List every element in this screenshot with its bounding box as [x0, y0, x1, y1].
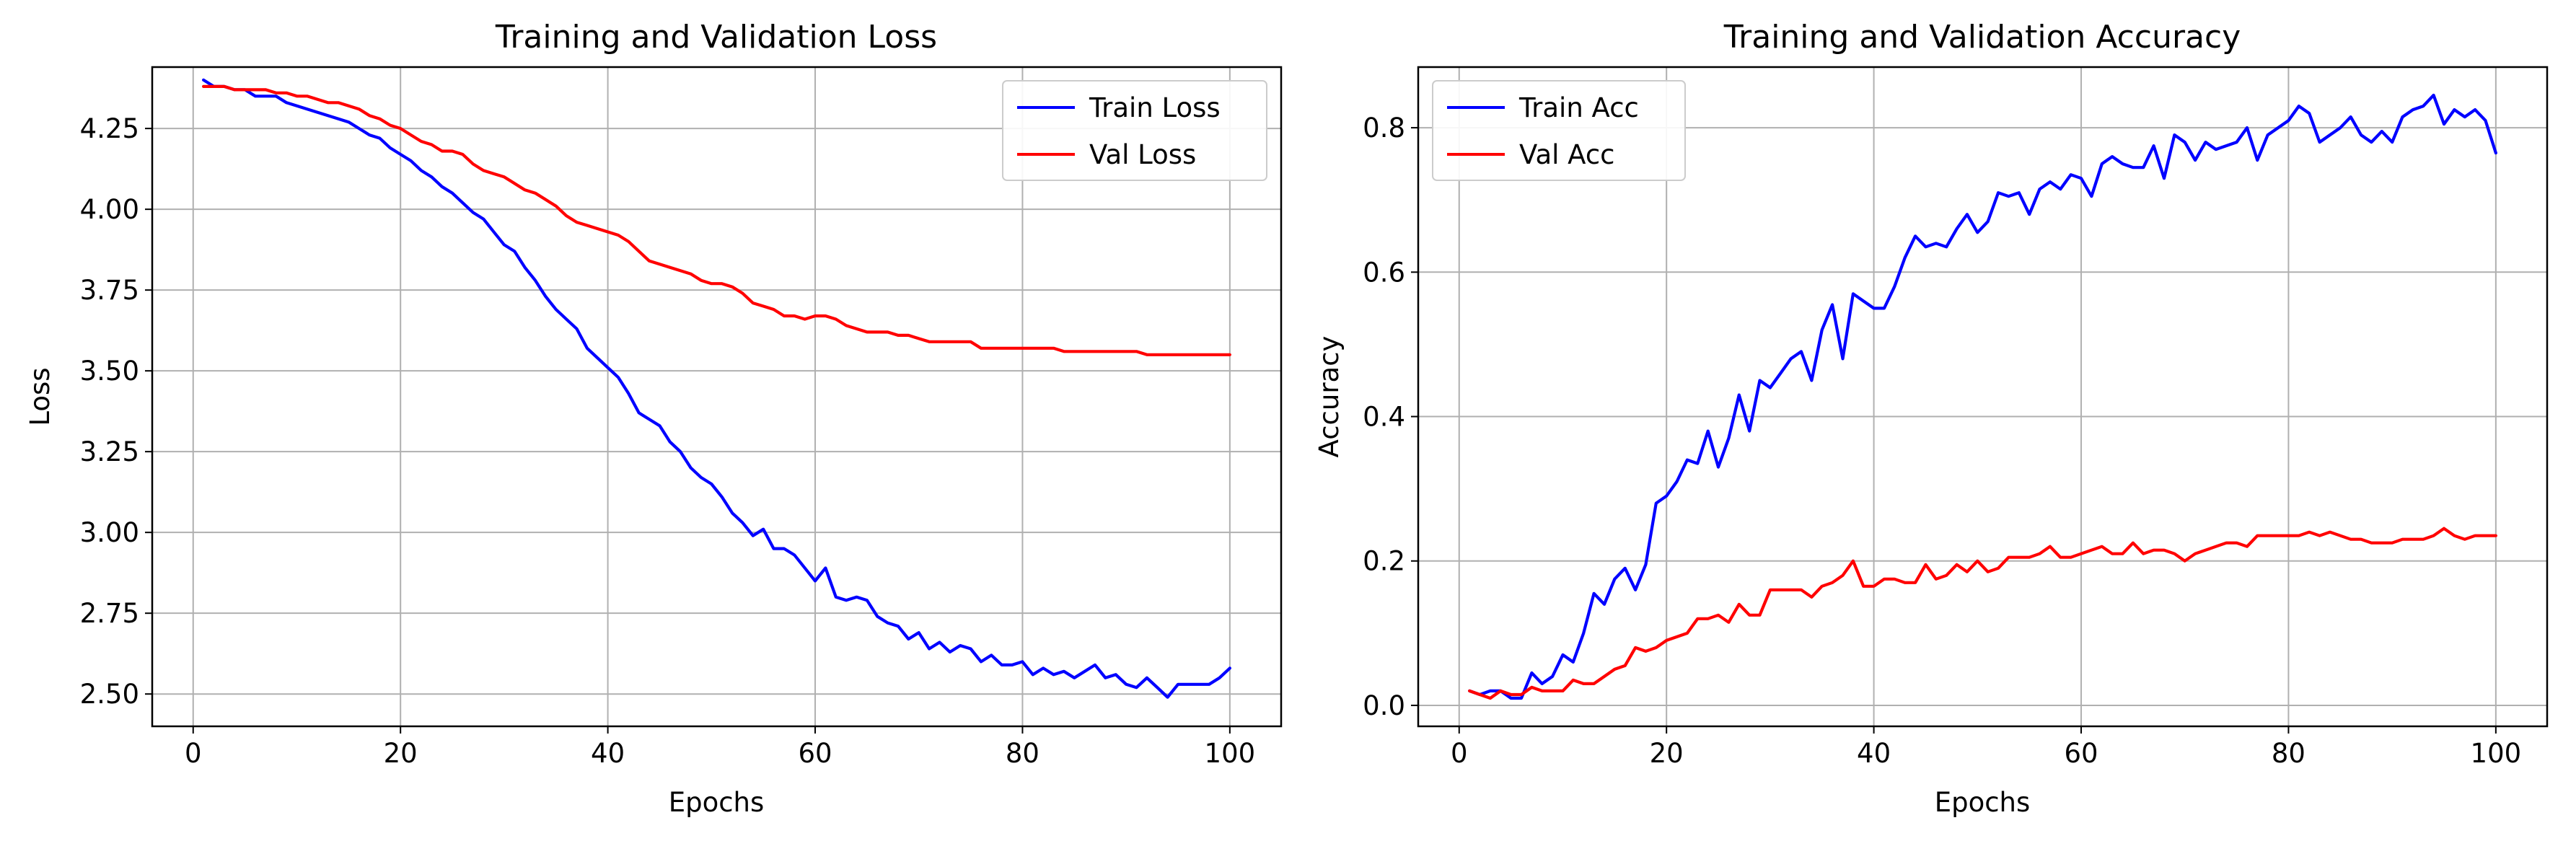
accuracy-y-tick-label: 0.0 [1363, 690, 1405, 721]
accuracy-y-tick-label: 0.2 [1363, 546, 1405, 577]
loss-legend: Train Loss Val Loss [1002, 80, 1267, 181]
accuracy-x-tick-label: 40 [1857, 738, 1891, 769]
loss-y-tick-label: 3.50 [80, 356, 139, 387]
accuracy-y-axis-label: Accuracy [1314, 336, 1345, 458]
loss-y-tick-label: 4.25 [80, 113, 139, 144]
accuracy-axes-frame [1417, 66, 2549, 728]
accuracy-legend-label-val: Val Acc [1519, 139, 1615, 170]
accuracy-series-train-acc-line [1467, 93, 2497, 700]
accuracy-legend: Train Acc Val Acc [1432, 80, 1686, 181]
loss-x-axis-label: Epochs [669, 787, 765, 818]
accuracy-x-tick-label: 80 [2272, 738, 2305, 769]
accuracy-series-val-acc-line [1467, 527, 2497, 700]
loss-y-tick-label: 3.00 [80, 517, 139, 548]
loss-series-train-loss-line [202, 78, 1232, 699]
accuracy-y-tick-label: 0.6 [1363, 257, 1405, 288]
accuracy-y-tick-label: 0.8 [1363, 113, 1405, 144]
loss-series-val-loss-line [202, 84, 1232, 356]
loss-y-tick-label: 2.50 [80, 679, 139, 710]
loss-x-tick-label: 20 [384, 738, 418, 769]
loss-x-tick-label: 40 [591, 738, 625, 769]
accuracy-legend-label-train: Train Acc [1518, 92, 1639, 123]
loss-y-tick-label: 2.75 [80, 598, 139, 629]
loss-axes-frame [151, 66, 1283, 728]
loss-y-axis-label: Loss [25, 367, 56, 426]
loss-y-tick-label: 4.00 [80, 194, 139, 225]
loss-x-tick-label: 80 [1006, 738, 1039, 769]
loss-series [202, 78, 1232, 699]
accuracy-x-axis-label: Epochs [1935, 787, 2031, 818]
accuracy-x-tick-label: 0 [1451, 738, 1468, 769]
loss-chart-title: Training and Validation Loss [495, 19, 937, 56]
accuracy-x-tick-label: 20 [1650, 738, 1684, 769]
accuracy-series [1467, 93, 2497, 700]
accuracy-y-tick-label: 0.4 [1363, 402, 1405, 433]
loss-y-tick-label: 3.25 [80, 436, 139, 467]
loss-chart: 0 20 40 60 80 100 2.50 2.75 3.00 3.25 3.50 3.75 4.00… [25, 19, 1283, 818]
loss-x-tick-label: 0 [185, 738, 202, 769]
loss-ticks: 0 20 40 60 80 100 2.50 2.75 3.00 3.25 3.50 3.75 4.00… [80, 113, 1256, 769]
loss-x-tick-label: 100 [1205, 738, 1256, 769]
loss-legend-label-train: Train Loss [1089, 92, 1221, 123]
loss-y-tick-label: 3.75 [80, 275, 139, 306]
loss-legend-label-val: Val Loss [1089, 139, 1196, 170]
accuracy-ticks: 0 20 40 60 80 100 0.0 0.2 0.4 0.6 0.8 [1363, 113, 2521, 769]
accuracy-x-tick-label: 60 [2064, 738, 2098, 769]
accuracy-x-tick-label: 100 [2471, 738, 2522, 769]
loss-x-tick-label: 60 [798, 738, 832, 769]
accuracy-grid [1418, 67, 2547, 726]
accuracy-chart-title: Training and Validation Accuracy [1723, 19, 2241, 56]
accuracy-chart: 0 20 40 60 80 100 0.0 0.2 0.4 0.6 0.8 Training and… [1314, 19, 2549, 818]
